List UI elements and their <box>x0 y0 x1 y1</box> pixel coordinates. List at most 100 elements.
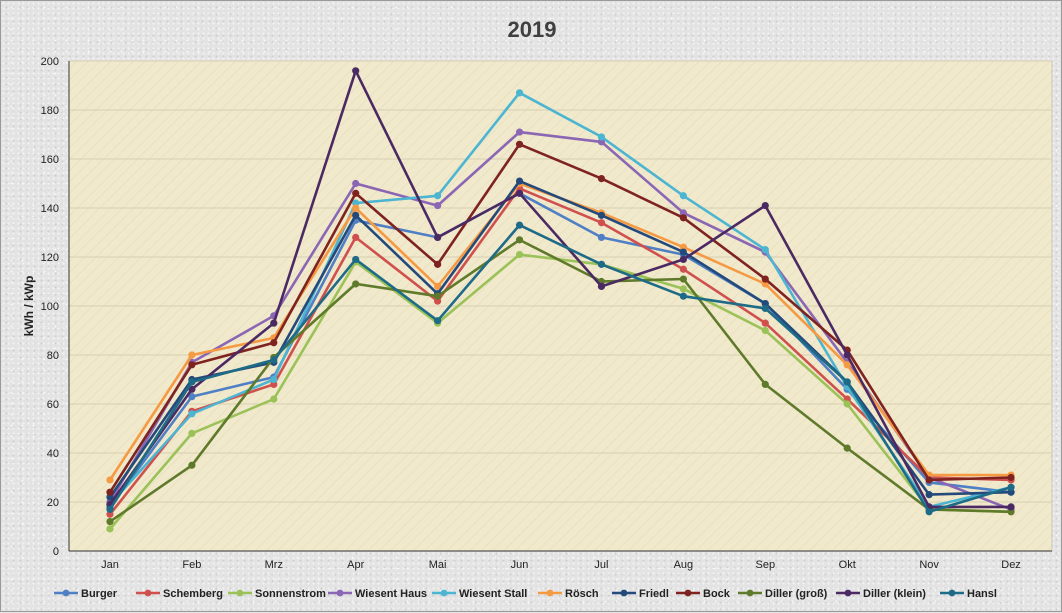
data-point <box>925 491 933 499</box>
data-point <box>925 508 933 516</box>
legend-label: Burger <box>81 588 118 600</box>
data-point <box>434 317 442 325</box>
data-point <box>352 211 360 219</box>
data-point <box>843 351 851 359</box>
data-point <box>515 221 524 229</box>
y-tick-label: 80 <box>47 350 59 362</box>
y-tick-label: 200 <box>41 56 59 68</box>
data-point <box>679 292 687 300</box>
legend-label: Hansl <box>967 588 997 600</box>
data-point <box>1007 473 1015 482</box>
legend-swatch-marker <box>746 589 754 597</box>
data-point <box>597 175 606 183</box>
legend-item: Rösch <box>538 588 599 600</box>
data-point <box>352 67 360 75</box>
y-tick-label: 100 <box>41 301 59 313</box>
x-tick-label: Sep <box>756 559 776 571</box>
legend-item: Burger <box>54 588 118 600</box>
y-tick-label: 180 <box>41 105 59 117</box>
series-line <box>108 187 1012 516</box>
data-point <box>761 275 769 283</box>
y-tick-label: 60 <box>47 399 59 411</box>
x-tick-label: Nov <box>919 559 939 571</box>
x-tick-label: Feb <box>182 559 201 571</box>
legend-item: Wiesent Haus <box>328 588 427 600</box>
legend-item: Bock <box>676 588 731 600</box>
data-point <box>679 265 687 273</box>
y-axis-ticks: 0 20 40 60 80 100 120 140 160 180 200 <box>41 56 59 558</box>
x-tick-label: Aug <box>674 559 694 571</box>
data-point <box>679 285 687 293</box>
series-line <box>108 223 1012 514</box>
data-point <box>188 385 196 393</box>
data-point <box>761 246 769 254</box>
legend-item: Sonnenstrom <box>228 588 326 600</box>
legend-label: Sonnenstrom <box>255 588 326 600</box>
x-axis-ticks: Jan Feb Mrz Apr Mai Jun Jul Aug Sep Okt Nov Dez <box>101 559 1021 571</box>
legend-item: Wiesent Stall <box>432 588 527 600</box>
data-point <box>679 275 687 283</box>
data-point <box>434 292 442 300</box>
legend-swatch-marker <box>844 589 852 597</box>
data-point <box>843 361 851 369</box>
y-tick-label: 120 <box>41 252 59 264</box>
data-point <box>843 378 851 386</box>
legend-item: Schemberg <box>136 588 223 600</box>
data-point <box>270 375 278 384</box>
legend-label: Bock <box>703 588 731 600</box>
data-point <box>270 319 278 327</box>
series-bock <box>106 140 1015 496</box>
data-point <box>597 211 606 219</box>
x-tick-label: Jun <box>511 559 529 571</box>
x-tick-label: Dez <box>1001 559 1021 571</box>
data-point <box>1007 483 1015 491</box>
data-point <box>597 260 606 268</box>
data-point <box>434 192 442 200</box>
data-point <box>188 429 196 437</box>
legend-item: Friedl <box>612 588 669 600</box>
data-point <box>270 356 278 364</box>
data-point <box>188 393 196 401</box>
data-point <box>188 351 196 359</box>
series-hansl <box>106 221 1015 516</box>
data-point <box>679 214 687 222</box>
data-point <box>188 410 196 418</box>
data-point <box>352 255 360 264</box>
data-point <box>188 361 196 369</box>
series-line <box>108 69 1011 509</box>
legend-item: Diller (groß) <box>738 588 828 600</box>
data-point <box>761 304 769 313</box>
data-point <box>515 189 524 197</box>
legend-label: Wiesent Stall <box>459 588 527 600</box>
data-point <box>515 89 524 97</box>
data-point <box>434 233 442 241</box>
legend-label: Rösch <box>565 588 599 600</box>
data-point <box>679 192 687 200</box>
data-point <box>352 233 360 241</box>
series-diller-klein- <box>106 67 1015 511</box>
data-point <box>843 444 851 452</box>
data-point <box>761 380 769 388</box>
x-tick-label: Mai <box>429 559 447 571</box>
data-point <box>270 395 278 403</box>
data-point <box>106 505 114 513</box>
legend-swatch-marker <box>546 589 554 597</box>
series-layer <box>106 67 1015 533</box>
legend: Burger Schemberg Sonnenstrom Wiesent Haus Wi… <box>54 588 997 600</box>
data-point <box>597 219 606 227</box>
data-point <box>434 260 442 268</box>
data-point <box>106 476 114 484</box>
data-point <box>597 133 606 141</box>
data-point <box>843 400 851 408</box>
legend-swatch-marker <box>684 589 692 597</box>
data-point <box>515 177 524 185</box>
data-point <box>352 179 360 188</box>
x-tick-label: Jan <box>101 559 119 571</box>
legend-swatch-marker <box>620 589 628 597</box>
y-tick-label: 0 <box>53 546 59 558</box>
legend-label: Wiesent Haus <box>355 588 427 600</box>
x-tick-label: Jul <box>594 559 608 571</box>
data-point <box>597 282 606 290</box>
